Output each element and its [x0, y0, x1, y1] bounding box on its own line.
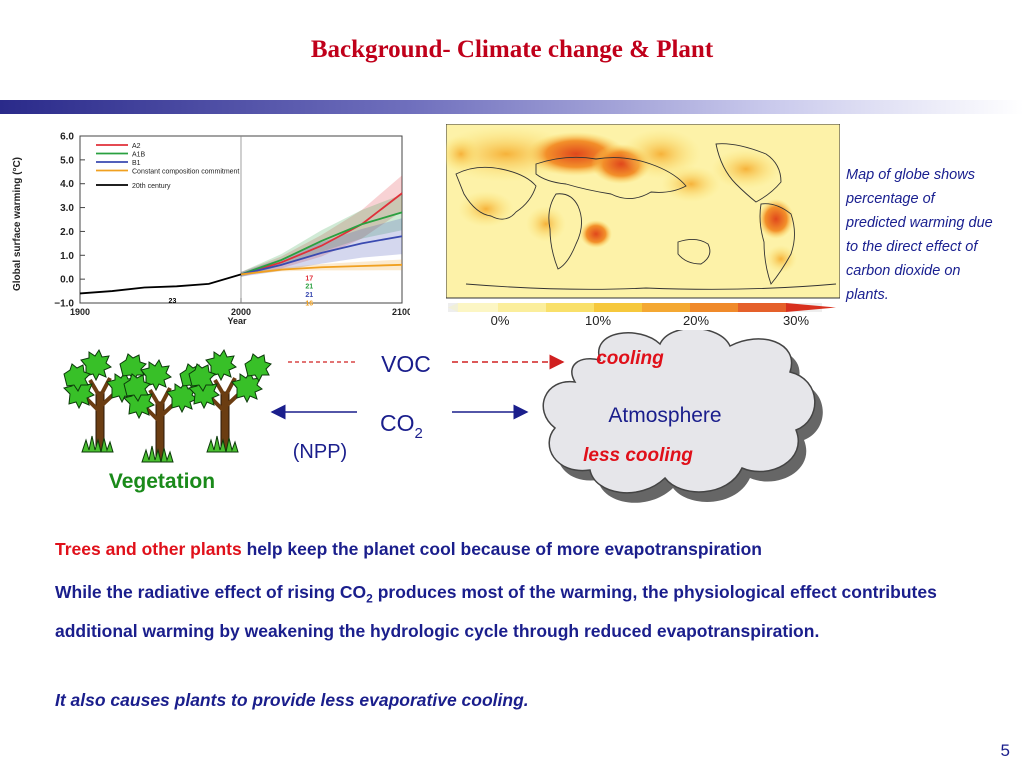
npp-label: (NPP)	[293, 441, 347, 463]
chart-xlabel: Year	[227, 316, 247, 326]
chart-series-line-4	[79, 273, 242, 295]
p1-rest: help keep the planet cool because of mor…	[241, 539, 762, 559]
p2-subscript: 2	[366, 591, 373, 606]
chart-ytick-label-3: 3.0	[60, 203, 74, 214]
map-caption: Map of globe shows percentage of predict…	[846, 167, 993, 303]
map-colorbar-tick-10: 10%	[585, 313, 611, 328]
chart-series-line-0	[240, 192, 403, 276]
co2-label-main: CO	[380, 410, 415, 436]
chart-ytick-label-2: 4.0	[60, 179, 74, 190]
map-colorbar-step-3	[594, 303, 642, 312]
cloud-atmosphere	[542, 327, 816, 494]
chart-band-0	[241, 175, 402, 277]
less-cooling-label: less cooling	[583, 445, 693, 466]
page-number: 5	[1000, 741, 1010, 760]
map-colorbar-tick-0: 0%	[491, 313, 510, 328]
map-colorbar-step-5	[690, 303, 738, 312]
map-colorbar-tick-30: 30%	[783, 313, 809, 328]
map-colorbar-step-4	[642, 303, 690, 312]
slide-title: Background- Climate change & Plant	[310, 36, 714, 63]
co2-label: CO2	[380, 410, 423, 442]
co2-label-subscript: 2	[415, 425, 423, 442]
paragraph-trees-cool: Trees and other plants help keep the pla…	[55, 533, 1005, 565]
voc-label: VOC	[381, 351, 431, 377]
vegetation-label: Vegetation	[109, 470, 215, 493]
chart-band-1	[241, 194, 402, 277]
p2-part-b: produces most of the warming, the physio…	[55, 582, 937, 641]
chart-ylabel: Global surface warming (°C)	[12, 157, 23, 291]
chart-ytick-label-1: 5.0	[60, 155, 74, 166]
chart-series-line-2	[240, 235, 403, 276]
globe-warming-map: 0% 10% 20% 30%	[436, 123, 841, 330]
atmosphere-label: Atmosphere	[608, 404, 721, 427]
diagram-svg: Vegetation VOC CO2 (NPP) cooling Atmosph…	[62, 327, 823, 503]
chart-annotation-0: 17	[305, 275, 313, 282]
map-colorbar-step-2	[546, 303, 594, 312]
chart-annotation-4: 23	[169, 298, 177, 305]
map-colorbar-left-tip	[448, 303, 458, 312]
chart-annotation-3: 16	[305, 300, 313, 307]
vegetation-atmosphere-diagram: Vegetation VOC CO2 (NPP) cooling Atmosph…	[0, 327, 1024, 530]
map-colorbar-step-0	[458, 303, 498, 312]
chart-ytick-label-4: 2.0	[60, 227, 74, 238]
paragraph-radiative-effect: While the radiative effect of rising CO2…	[55, 576, 1005, 647]
p2-part-a: While the radiative effect of rising CO	[55, 582, 367, 602]
chart-ytick-label-6: 0.0	[60, 275, 74, 286]
title-underline-bar	[0, 100, 1024, 114]
paragraph-less-cooling: It also causes plants to provide less ev…	[55, 690, 529, 710]
chart-series-line-3	[240, 263, 403, 276]
chart-xtick-label-0: 1900	[70, 307, 90, 317]
tree-icon-3	[187, 348, 273, 454]
map-coastlines	[455, 143, 837, 290]
chart-series-line-1	[240, 211, 403, 276]
warming-chart: 6.0 5.0 4.0 3.0 2.0 1.0 0.0 −1.0 1900 2000 2100 A2 A…	[4, 128, 412, 328]
chart-ytick-label-0: 6.0	[60, 132, 74, 143]
globe-map-svg: 0% 10% 20% 30%	[436, 123, 841, 328]
map-colorbar-tick-20: 20%	[683, 313, 709, 328]
chart-ytick-label-5: 1.0	[60, 251, 74, 262]
map-colorbar-step-6	[738, 303, 786, 312]
chart-legend-label-2: B1	[132, 160, 141, 167]
map-colorbar-step-1	[498, 303, 546, 312]
chart-legend-label-4: 20th century	[132, 183, 171, 190]
chart-xtick-label-1: 2000	[231, 307, 251, 317]
p1-highlight: Trees and other plants	[55, 539, 242, 559]
chart-legend-label-0: A2	[132, 143, 141, 150]
chart-annotation-1: 21	[305, 284, 313, 291]
chart-legend-label-1: A1B	[132, 152, 146, 159]
map-heat-patches	[436, 126, 797, 273]
map-colorbar-right-tip	[786, 303, 836, 312]
chart-xtick-label-2: 2100	[392, 307, 410, 317]
cooling-label: cooling	[596, 348, 664, 369]
chart-annotation-2: 21	[305, 292, 313, 299]
chart-ytick-label-7: −1.0	[54, 299, 74, 310]
chart-legend-label-3: Constant composition commitment	[132, 169, 239, 176]
